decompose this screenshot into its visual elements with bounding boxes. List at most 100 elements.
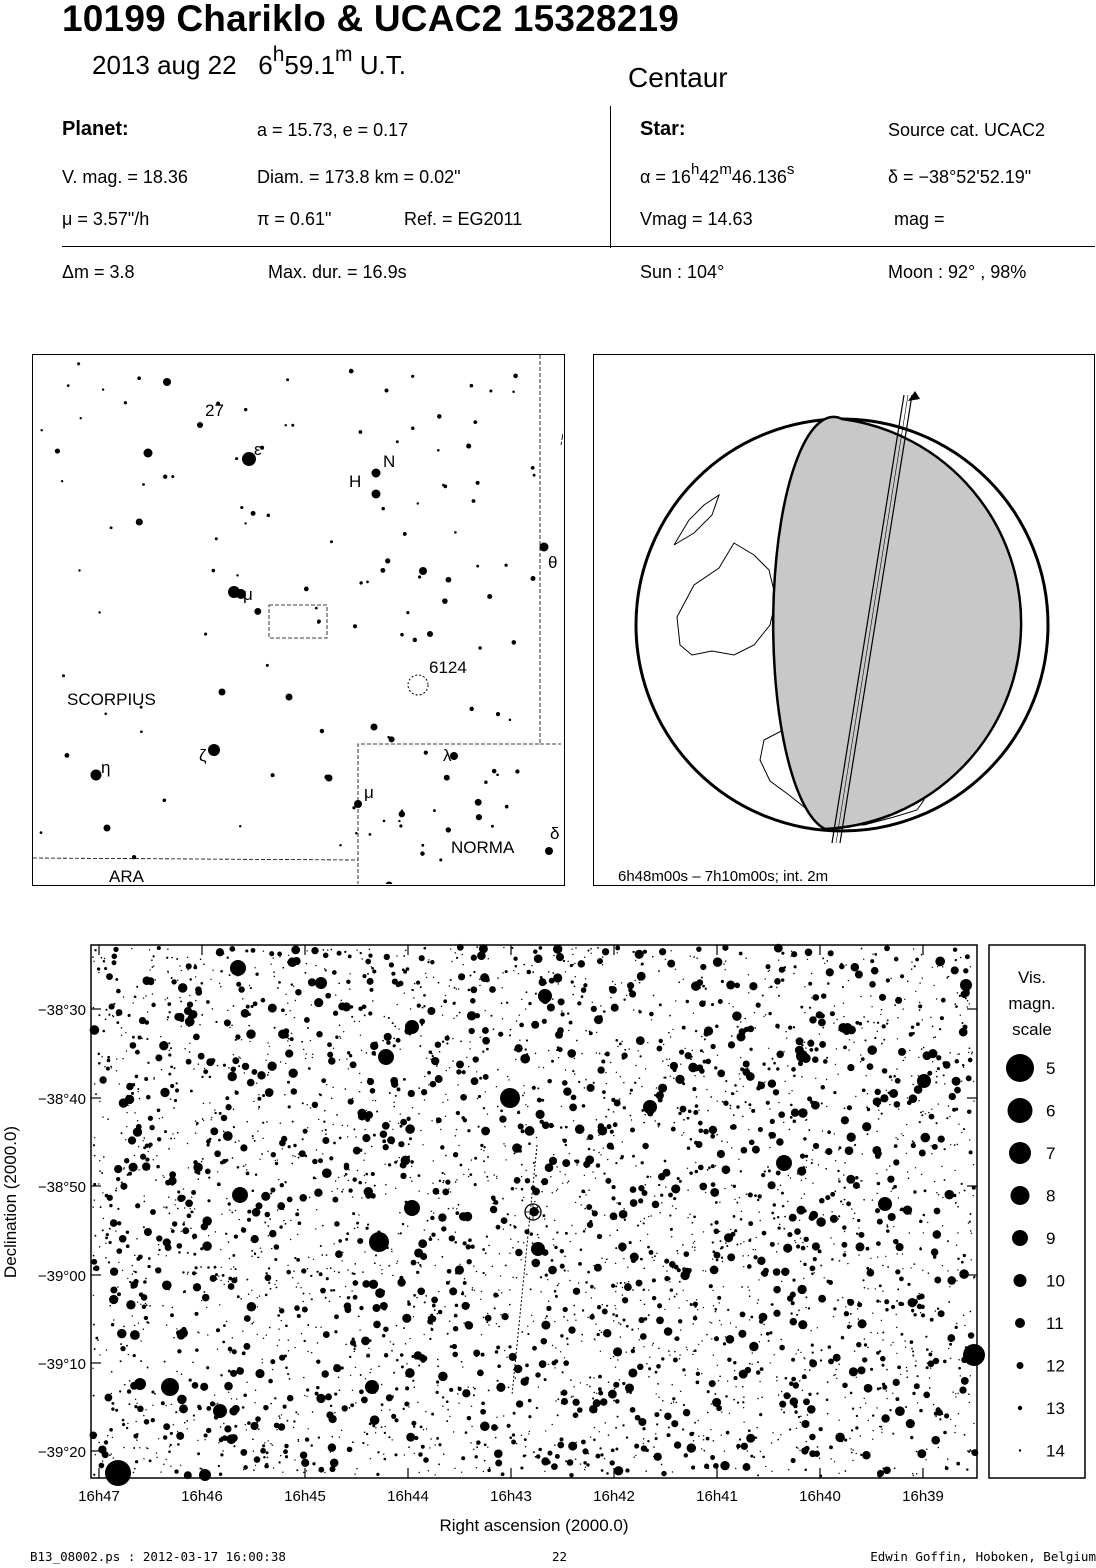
field-star xyxy=(657,1122,661,1126)
field-star xyxy=(331,1435,334,1438)
field-star xyxy=(919,1219,923,1224)
field-star xyxy=(468,1027,475,1035)
field-star xyxy=(884,945,890,952)
field-star xyxy=(955,1201,957,1204)
field-star xyxy=(289,1037,294,1042)
field-star xyxy=(560,1397,569,1406)
field-star xyxy=(302,1376,305,1379)
field-star xyxy=(573,1313,576,1316)
field-star xyxy=(312,1258,315,1260)
field-star xyxy=(280,1319,283,1322)
field-star xyxy=(513,970,515,972)
field-star xyxy=(318,1093,321,1096)
ra-tick-label: 16h39 xyxy=(902,1488,944,1505)
field-star xyxy=(671,1184,681,1194)
bright-star xyxy=(960,979,972,991)
field-star xyxy=(118,1261,120,1264)
field-star xyxy=(602,1147,604,1149)
field-star xyxy=(833,1022,835,1024)
field-star xyxy=(886,1229,890,1233)
label-27: 27 xyxy=(205,401,224,420)
field-star xyxy=(417,1174,421,1177)
bright-star xyxy=(917,1074,931,1088)
field-star xyxy=(574,1458,577,1461)
field-star xyxy=(712,1250,716,1254)
field-star xyxy=(285,1013,287,1016)
field-star xyxy=(443,1173,446,1175)
field-star xyxy=(959,956,962,959)
field-star xyxy=(270,1247,273,1250)
field-star xyxy=(477,1094,482,1099)
field-star xyxy=(590,1005,597,1013)
field-star xyxy=(773,943,783,953)
field-star xyxy=(544,1273,548,1277)
field-star xyxy=(780,1408,783,1411)
field-star xyxy=(777,994,780,997)
field-star xyxy=(897,1017,899,1019)
field-star xyxy=(470,986,478,994)
label-n: N xyxy=(383,452,395,471)
field-star xyxy=(743,1421,745,1423)
field-star xyxy=(359,1305,364,1311)
field-star xyxy=(99,1206,102,1209)
field-star xyxy=(480,1334,483,1336)
field-star xyxy=(522,1454,526,1458)
field-star xyxy=(651,1295,657,1301)
field-star xyxy=(513,1152,516,1155)
field-star xyxy=(586,1463,590,1467)
field-star xyxy=(818,1457,821,1459)
field-star xyxy=(539,1119,544,1124)
field-star xyxy=(585,1281,588,1284)
field-star xyxy=(664,1076,667,1079)
field-star xyxy=(930,1248,939,1256)
field-star xyxy=(944,1083,946,1085)
field-star xyxy=(153,1077,155,1079)
field-star xyxy=(697,1368,699,1370)
field-star xyxy=(909,1340,914,1344)
field-star xyxy=(567,960,569,963)
field-star xyxy=(321,1224,324,1227)
field-star xyxy=(504,1349,506,1352)
field-star xyxy=(656,1252,658,1254)
field-star xyxy=(395,982,401,988)
field-star xyxy=(794,1048,797,1050)
field-star xyxy=(885,1255,887,1258)
field-star xyxy=(481,1126,490,1136)
field-star xyxy=(201,1013,204,1016)
finder-star xyxy=(532,473,536,477)
field-star xyxy=(738,1158,740,1160)
field-star xyxy=(105,1256,107,1259)
field-star xyxy=(502,972,504,974)
field-star xyxy=(810,1435,813,1437)
field-star xyxy=(905,1152,907,1155)
field-star xyxy=(531,1020,540,1029)
field-star xyxy=(653,1452,662,1461)
field-star xyxy=(132,1353,136,1358)
field-star xyxy=(956,1280,958,1282)
field-star xyxy=(956,992,959,994)
field-star xyxy=(673,1441,682,1449)
field-star xyxy=(846,1201,851,1207)
legend-dot xyxy=(1015,1318,1025,1328)
field-star xyxy=(593,1149,595,1151)
field-star xyxy=(623,998,626,1001)
field-star xyxy=(498,1289,500,1291)
field-star xyxy=(656,1045,663,1052)
field-star xyxy=(370,1145,373,1148)
field-star xyxy=(857,1319,867,1329)
field-star xyxy=(215,1328,221,1333)
finder-star xyxy=(508,718,512,722)
field-star xyxy=(610,1003,619,1012)
field-star xyxy=(876,1172,878,1175)
dec-tick-label: −39°10 xyxy=(38,1356,86,1373)
field-star xyxy=(487,1180,489,1182)
field-star xyxy=(334,994,337,996)
field-star xyxy=(684,1109,686,1112)
field-star xyxy=(705,1191,707,1194)
field-star xyxy=(585,1078,587,1081)
field-star xyxy=(892,1378,900,1387)
field-star xyxy=(471,1289,474,1291)
field-star xyxy=(279,956,281,958)
field-star xyxy=(878,1350,882,1353)
field-star xyxy=(316,1030,323,1038)
